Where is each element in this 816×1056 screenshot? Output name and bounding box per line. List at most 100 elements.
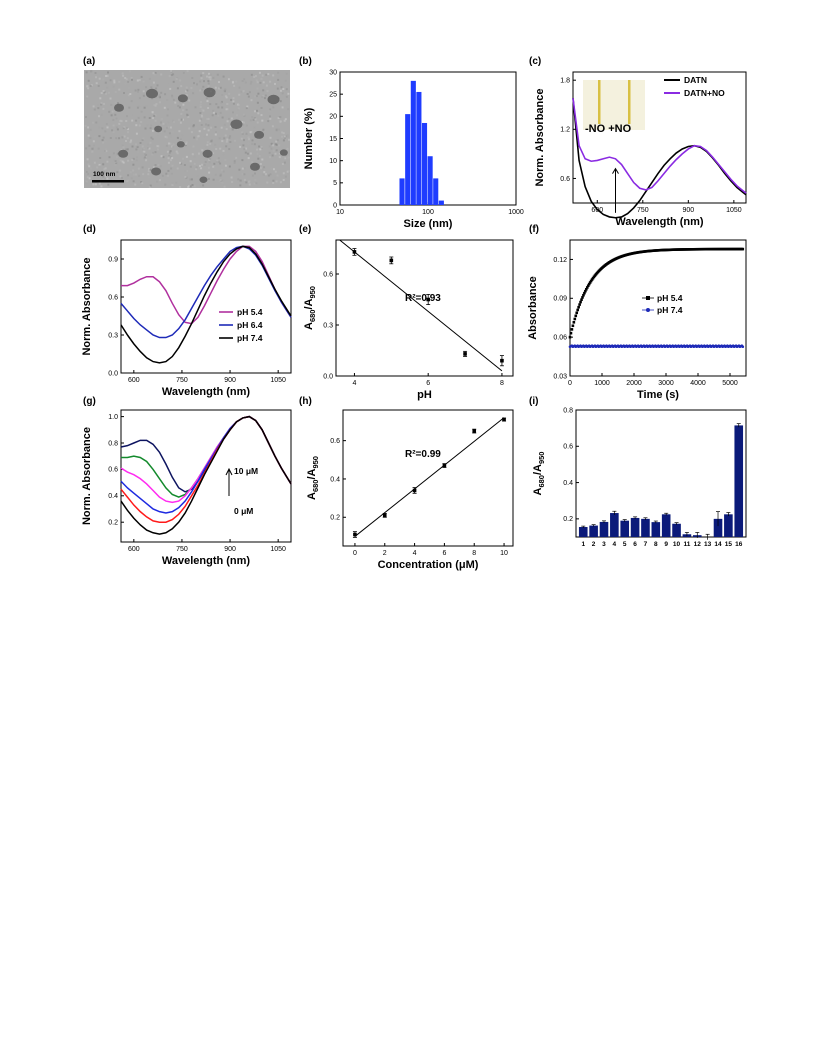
tem-noise-speck: [126, 148, 129, 151]
chart-f: 0 1000 2000 3000 4000 5000 0.03 0.06 0.09 0.12 Tim…: [527, 239, 747, 401]
tem-noise-speck: [256, 101, 259, 104]
tem-noise-speck: [257, 157, 260, 160]
tem-noise-speck: [215, 160, 218, 163]
tem-noise-speck: [225, 108, 228, 111]
x-tick-label: 2: [383, 550, 387, 557]
tem-noise-speck: [223, 137, 226, 140]
inset-vial-right: [628, 80, 631, 124]
tem-noise-speck: [153, 73, 156, 76]
tem-noise-speck: [217, 160, 220, 163]
tem-noise-speck: [276, 174, 279, 177]
tem-noise-speck: [152, 151, 155, 154]
tem-noise-speck: [193, 185, 196, 188]
spectrum-line: [120, 415, 292, 493]
tem-noise-speck: [262, 173, 265, 176]
x-tick-label: 1050: [270, 546, 286, 553]
x-axis-label: Time (s): [637, 389, 679, 401]
tem-noise-speck: [192, 124, 195, 127]
tem-noise-speck: [195, 168, 198, 171]
tem-noise-speck: [223, 185, 226, 188]
tem-noise-speck: [127, 94, 130, 97]
r-squared-annotation: R²=0.99: [405, 449, 441, 460]
tem-noise-speck: [104, 81, 107, 84]
tem-noise-speck: [248, 138, 250, 141]
x-tick-label: 6: [442, 550, 446, 557]
tem-noise-speck: [210, 126, 213, 129]
y-tick-label: 0.8: [108, 440, 118, 447]
tem-noise-speck: [188, 99, 191, 102]
tem-noise-speck: [233, 161, 236, 164]
tem-noise-speck: [105, 150, 108, 153]
y-tick-label: 30: [329, 69, 337, 76]
tem-noise-speck: [241, 167, 244, 170]
tem-noise-speck: [101, 139, 104, 142]
data-point: [389, 258, 394, 263]
x-tick-label: 750: [176, 546, 188, 553]
tem-noise-speck: [102, 175, 105, 178]
tem-noise-speck: [123, 135, 126, 138]
tem-noise-speck: [175, 181, 178, 184]
tem-noise-speck: [242, 90, 245, 92]
tem-noise-speck: [115, 126, 118, 129]
tem-noise-speck: [201, 88, 204, 91]
legend-label: pH 7.4: [657, 305, 683, 315]
tem-noise-speck: [122, 161, 125, 164]
data-point-ph-5-4: [572, 320, 576, 324]
tem-noise-speck: [232, 100, 235, 103]
spectrum-line: [120, 415, 292, 523]
tem-noise-speck: [154, 164, 157, 166]
tem-noise-speck: [201, 163, 203, 166]
tem-noise-speck: [199, 105, 202, 108]
tem-noise-speck: [198, 119, 201, 122]
tem-noise-speck: [261, 74, 264, 77]
tem-noise-speck: [151, 111, 154, 113]
tem-noise-speck: [275, 180, 278, 183]
tem-noise-speck: [108, 110, 111, 113]
tem-noise-speck: [118, 137, 121, 140]
y-axis-label: Norm. Absorbance: [534, 88, 546, 186]
tem-noise-speck: [168, 154, 171, 157]
tem-noise-speck: [98, 163, 101, 166]
annotation-top: 10 μM: [234, 466, 258, 476]
tem-noise-speck: [100, 185, 103, 188]
x-axis-label: Wavelength (nm): [615, 216, 704, 228]
tem-noise-speck: [200, 115, 203, 118]
x-tick-label: 9: [664, 541, 668, 548]
x-tick-label: 750: [176, 377, 188, 384]
tem-noise-speck: [274, 152, 277, 155]
selectivity-bar: [641, 518, 650, 537]
tem-noise-speck: [272, 144, 275, 147]
tem-noise-speck: [245, 147, 248, 150]
data-point-ph-5-4: [576, 308, 579, 312]
tem-noise-speck: [143, 106, 146, 109]
tem-noise-speck: [138, 174, 141, 177]
tem-noise-speck: [268, 145, 271, 148]
x-tick-label: 6: [633, 541, 637, 548]
tem-noise-speck: [137, 116, 140, 119]
tem-noise-speck: [246, 105, 249, 108]
tem-noise-speck: [287, 150, 290, 153]
x-tick-label: 10: [500, 550, 508, 557]
tem-noise-speck: [258, 71, 261, 74]
tem-noise-speck: [256, 109, 258, 112]
tem-noise-speck: [275, 140, 278, 143]
tem-noise-speck: [235, 80, 238, 83]
tem-noise-speck: [104, 178, 107, 181]
tem-noise-speck: [254, 110, 256, 113]
tem-noise-speck: [140, 75, 143, 78]
tem-noise-speck: [232, 111, 234, 114]
tem-noise-speck: [87, 134, 90, 137]
tem-noise-speck: [269, 136, 272, 139]
legend-label: pH 5.4: [237, 307, 263, 317]
tem-noise-speck: [240, 137, 243, 140]
tem-noise-speck: [192, 121, 195, 124]
tem-noise-speck: [275, 143, 278, 146]
histogram-bar: [410, 80, 416, 205]
tem-noise-speck: [96, 166, 99, 169]
tem-noise-speck: [142, 90, 145, 93]
inset-photo: [583, 80, 645, 130]
tem-noise-speck: [209, 73, 212, 76]
tem-noise-speck: [116, 148, 118, 151]
tem-noise-speck: [112, 152, 115, 155]
tem-noise-speck: [207, 166, 210, 169]
